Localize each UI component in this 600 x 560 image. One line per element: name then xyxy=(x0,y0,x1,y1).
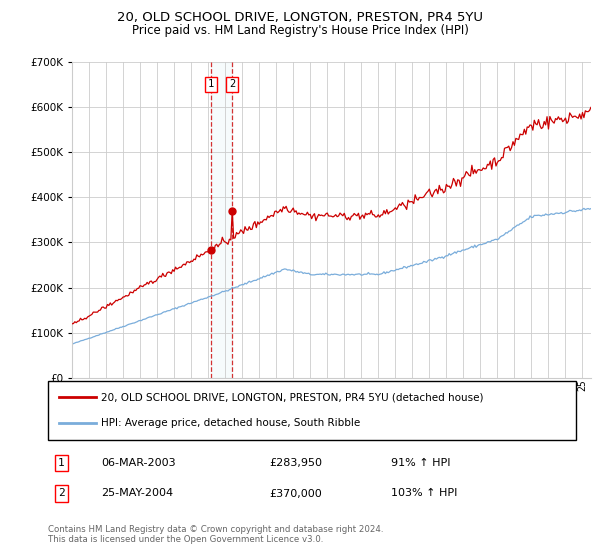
Text: This data is licensed under the Open Government Licence v3.0.: This data is licensed under the Open Gov… xyxy=(48,535,323,544)
Bar xyxy=(211,62,232,378)
Text: 2: 2 xyxy=(229,79,235,89)
Text: 20, OLD SCHOOL DRIVE, LONGTON, PRESTON, PR4 5YU (detached house): 20, OLD SCHOOL DRIVE, LONGTON, PRESTON, … xyxy=(101,392,484,402)
Text: Contains HM Land Registry data © Crown copyright and database right 2024.: Contains HM Land Registry data © Crown c… xyxy=(48,525,383,534)
Text: £370,000: £370,000 xyxy=(270,488,323,498)
Text: 06-MAR-2003: 06-MAR-2003 xyxy=(101,458,175,468)
Text: £283,950: £283,950 xyxy=(270,458,323,468)
Text: HPI: Average price, detached house, South Ribble: HPI: Average price, detached house, Sout… xyxy=(101,418,360,428)
Text: 103% ↑ HPI: 103% ↑ HPI xyxy=(391,488,458,498)
Text: 91% ↑ HPI: 91% ↑ HPI xyxy=(391,458,451,468)
Text: 1: 1 xyxy=(58,458,65,468)
Text: 20, OLD SCHOOL DRIVE, LONGTON, PRESTON, PR4 5YU: 20, OLD SCHOOL DRIVE, LONGTON, PRESTON, … xyxy=(117,11,483,24)
Text: Price paid vs. HM Land Registry's House Price Index (HPI): Price paid vs. HM Land Registry's House … xyxy=(131,24,469,36)
Text: 1: 1 xyxy=(208,79,214,89)
Text: 25-MAY-2004: 25-MAY-2004 xyxy=(101,488,173,498)
Text: 2: 2 xyxy=(58,488,65,498)
